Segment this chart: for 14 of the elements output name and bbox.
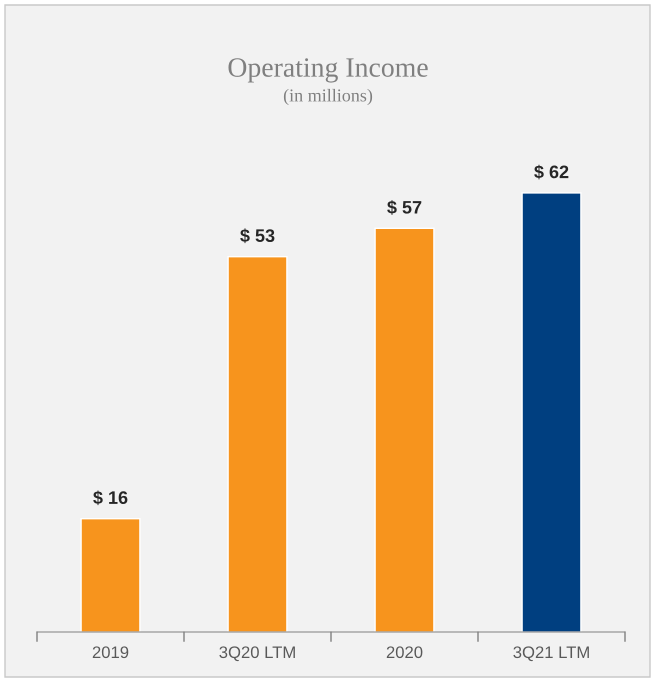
chart-subtitle: (in millions) (284, 88, 372, 106)
data-label: $ 62 (534, 164, 568, 180)
data-label: $ 57 (387, 200, 422, 215)
bar (521, 192, 582, 632)
bar (374, 228, 435, 632)
x-tick-label: 2019 (92, 646, 128, 658)
x-tick-label: 3Q20 LTM (219, 646, 295, 662)
x-tick-label: 2020 (386, 646, 422, 658)
data-label: $ 53 (240, 228, 274, 244)
x-tick-label: 3Q21 LTM (513, 646, 589, 662)
bar (80, 518, 141, 632)
chart-title: Operating Income (228, 58, 428, 83)
data-label: $ 16 (93, 490, 128, 506)
bar (227, 256, 288, 632)
